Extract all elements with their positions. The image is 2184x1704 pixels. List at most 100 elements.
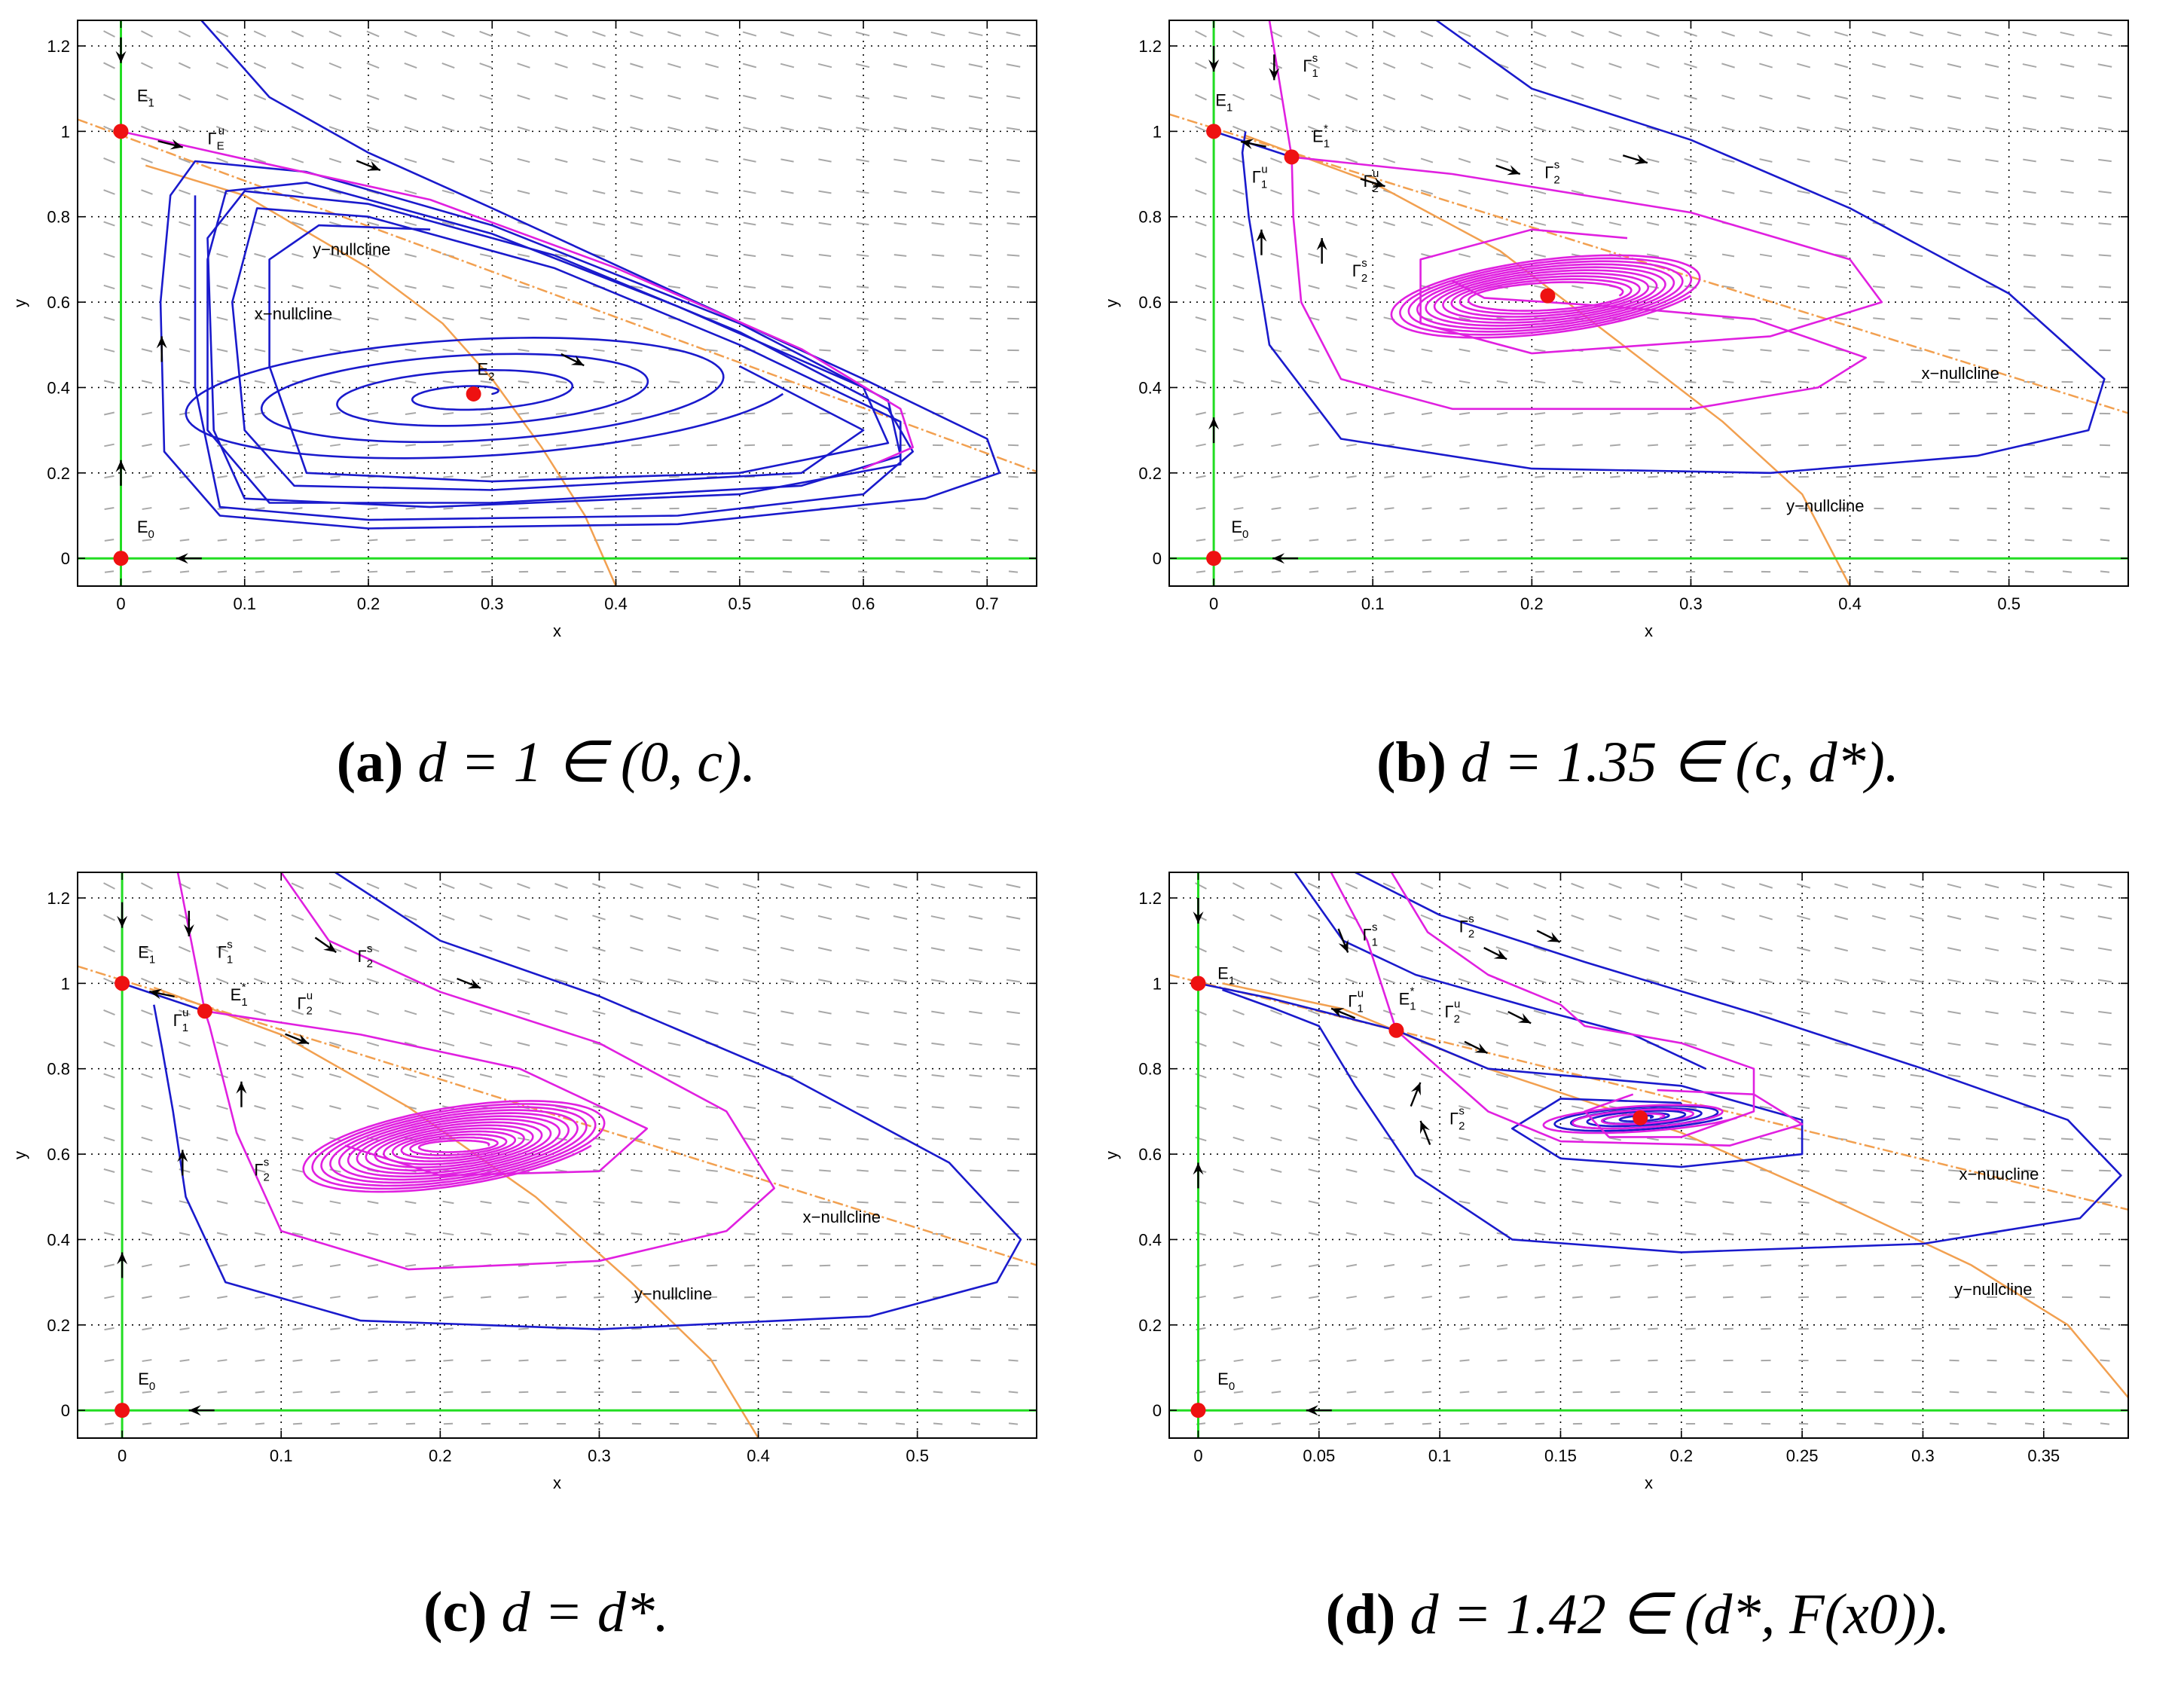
field-arrow — [1987, 1391, 1997, 1394]
flow-arrow-head — [115, 460, 127, 472]
field-arrow — [1911, 1391, 1922, 1394]
field-arrow — [404, 126, 417, 132]
field-arrow — [2024, 539, 2035, 542]
field-arrow — [328, 62, 342, 69]
x-nullcline — [1169, 113, 2128, 414]
field-arrow — [1269, 30, 1283, 38]
field-arrow — [1685, 1264, 1697, 1267]
field-arrow — [1384, 1422, 1394, 1425]
field-arrow — [2062, 1391, 2073, 1394]
field-arrow — [104, 539, 115, 542]
field-arrow — [1421, 1168, 1433, 1173]
field-arrow — [103, 1009, 115, 1015]
field-arrow — [1459, 1232, 1471, 1236]
annotation-3: Γ1u — [1348, 988, 1364, 1015]
field-arrow — [103, 62, 115, 69]
field-arrow — [1608, 946, 1622, 952]
annotation-sub: 2 — [1454, 1013, 1460, 1026]
field-arrow — [2024, 1422, 2035, 1425]
field-arrow — [479, 189, 493, 195]
field-arrow — [968, 95, 983, 99]
field-arrow — [780, 221, 794, 226]
field-arrow — [1872, 253, 1886, 258]
flow-arrow-head — [1493, 948, 1507, 960]
field-arrow — [1232, 62, 1245, 69]
field-arrow — [630, 221, 643, 226]
annotation-main: Γ — [1544, 163, 1553, 182]
field-arrow — [517, 1009, 530, 1015]
field-arrow — [216, 1168, 228, 1173]
field-arrow — [1609, 1168, 1621, 1173]
flow-arrow-8 — [177, 1150, 188, 1176]
field-arrow — [1721, 1105, 1735, 1110]
field-arrow — [592, 1073, 606, 1078]
field-arrow — [479, 1009, 493, 1015]
field-arrow — [931, 190, 945, 194]
field-arrow — [1006, 127, 1021, 131]
annotation-main: E — [137, 518, 148, 536]
field-arrow — [216, 1232, 228, 1236]
field-arrow — [1572, 1327, 1583, 1330]
field-arrow — [856, 254, 869, 257]
field-arrow — [253, 1041, 267, 1047]
field-arrow — [1722, 412, 1734, 415]
field-arrow — [366, 157, 380, 163]
field-arrow — [1722, 1168, 1734, 1173]
field-arrow — [1834, 946, 1848, 952]
field-arrow — [291, 914, 304, 921]
field-arrow — [1984, 947, 1999, 951]
field-arrow — [668, 444, 680, 447]
field-arrow — [1872, 1042, 1886, 1046]
field-arrow — [1947, 1138, 1961, 1141]
field-arrow — [1459, 1296, 1470, 1299]
field-arrow — [1006, 158, 1020, 163]
annotation-2: Γ1s — [1303, 52, 1318, 80]
field-arrow — [215, 126, 229, 132]
field-arrow — [253, 30, 267, 38]
field-arrow — [1346, 1359, 1357, 1362]
field-arrow — [329, 348, 341, 353]
field-arrow — [1684, 1009, 1697, 1015]
y-tick-label: 1.2 — [47, 889, 70, 908]
field-arrow — [1233, 221, 1245, 227]
field-arrow — [1985, 254, 1999, 257]
field-arrow — [630, 253, 643, 258]
field-arrow — [631, 1264, 643, 1267]
field-arrow — [1609, 1296, 1621, 1299]
field-arrow — [2098, 1010, 2112, 1015]
y-tick-label: 0.4 — [47, 1230, 70, 1249]
field-arrow — [2060, 883, 2075, 889]
field-arrow — [518, 316, 530, 321]
field-arrow — [1459, 444, 1470, 447]
field-arrow — [667, 221, 681, 226]
equilibrium-point-0 — [1206, 551, 1222, 566]
field-arrow — [2060, 979, 2075, 983]
field-arrow — [1307, 882, 1321, 890]
field-arrow — [1647, 348, 1659, 353]
annotation-main: x−nullcline — [1922, 364, 1999, 383]
field-arrow — [253, 882, 267, 890]
field-arrow — [255, 1422, 265, 1425]
field-arrow — [630, 1105, 643, 1110]
field-arrow — [1648, 475, 1658, 478]
y-tick-label: 0.6 — [1138, 1145, 1162, 1164]
field-arrow — [104, 411, 115, 416]
field-arrow — [1308, 1137, 1320, 1141]
field-arrow — [555, 1296, 567, 1299]
flow-arrow-3 — [183, 911, 194, 937]
field-arrow — [1309, 1359, 1319, 1362]
field-arrow — [1308, 380, 1320, 384]
annotation-main: E — [138, 942, 149, 961]
field-arrow — [706, 1169, 718, 1172]
field-arrow — [668, 1296, 680, 1299]
field-arrow — [103, 1104, 115, 1110]
field-arrow — [1910, 158, 1923, 163]
field-arrow — [1309, 570, 1319, 573]
field-arrow — [2097, 32, 2112, 36]
field-arrow — [556, 507, 567, 510]
annotation-sub: 2 — [1459, 1119, 1465, 1132]
field-arrow — [1195, 380, 1207, 384]
field-arrow — [1232, 882, 1245, 890]
field-arrow — [404, 1009, 417, 1015]
flow-arrow-head — [1474, 1043, 1488, 1053]
